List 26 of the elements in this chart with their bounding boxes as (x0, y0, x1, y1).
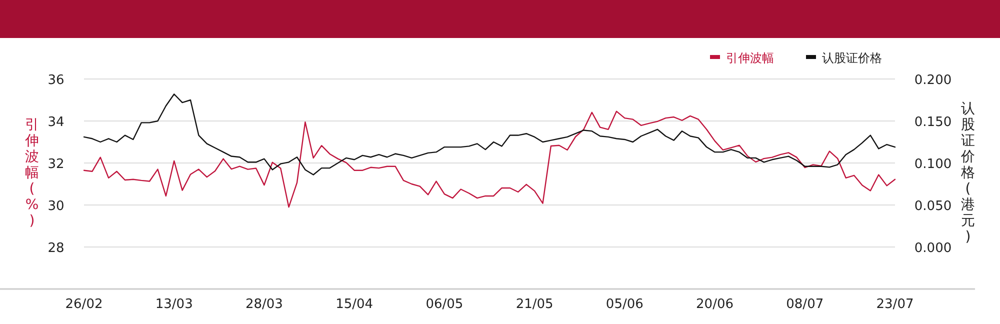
y2-tick-label: 0.150 (914, 115, 952, 130)
y2-tick-label: 0.050 (914, 199, 952, 214)
y-tick-label: 30 (48, 199, 64, 214)
x-tick-label: 13/03 (155, 297, 193, 312)
x-tick-label: 20/06 (696, 297, 734, 312)
legend-label: 引伸波幅 (726, 51, 774, 65)
x-tick-label: 23/07 (876, 297, 914, 312)
x-tick-label: 15/04 (336, 297, 374, 312)
y2-tick-label: 0.000 (914, 241, 952, 256)
y-tick-label: 36 (48, 73, 64, 88)
line-series (83, 94, 896, 176)
x-tick-label: 05/06 (606, 297, 644, 312)
line-series (83, 110, 896, 208)
x-tick-label: 26/02 (65, 297, 103, 312)
x-tick-label: 21/05 (516, 297, 554, 312)
y-axis-title: 引伸波幅(%) (24, 117, 39, 229)
legend-label: 认股证价格 (822, 51, 882, 65)
y2-tick-label: 0.100 (914, 157, 952, 172)
x-tick-label: 28/03 (245, 297, 283, 312)
y2-tick-label: 0.200 (914, 73, 952, 88)
y-tick-label: 28 (48, 241, 64, 256)
x-tick-label: 08/07 (786, 297, 824, 312)
y-tick-label: 32 (48, 157, 64, 172)
text: 认股证价格(港元) (961, 101, 975, 245)
y-tick-label: 34 (48, 115, 64, 130)
x-tick-label: 06/05 (426, 297, 464, 312)
